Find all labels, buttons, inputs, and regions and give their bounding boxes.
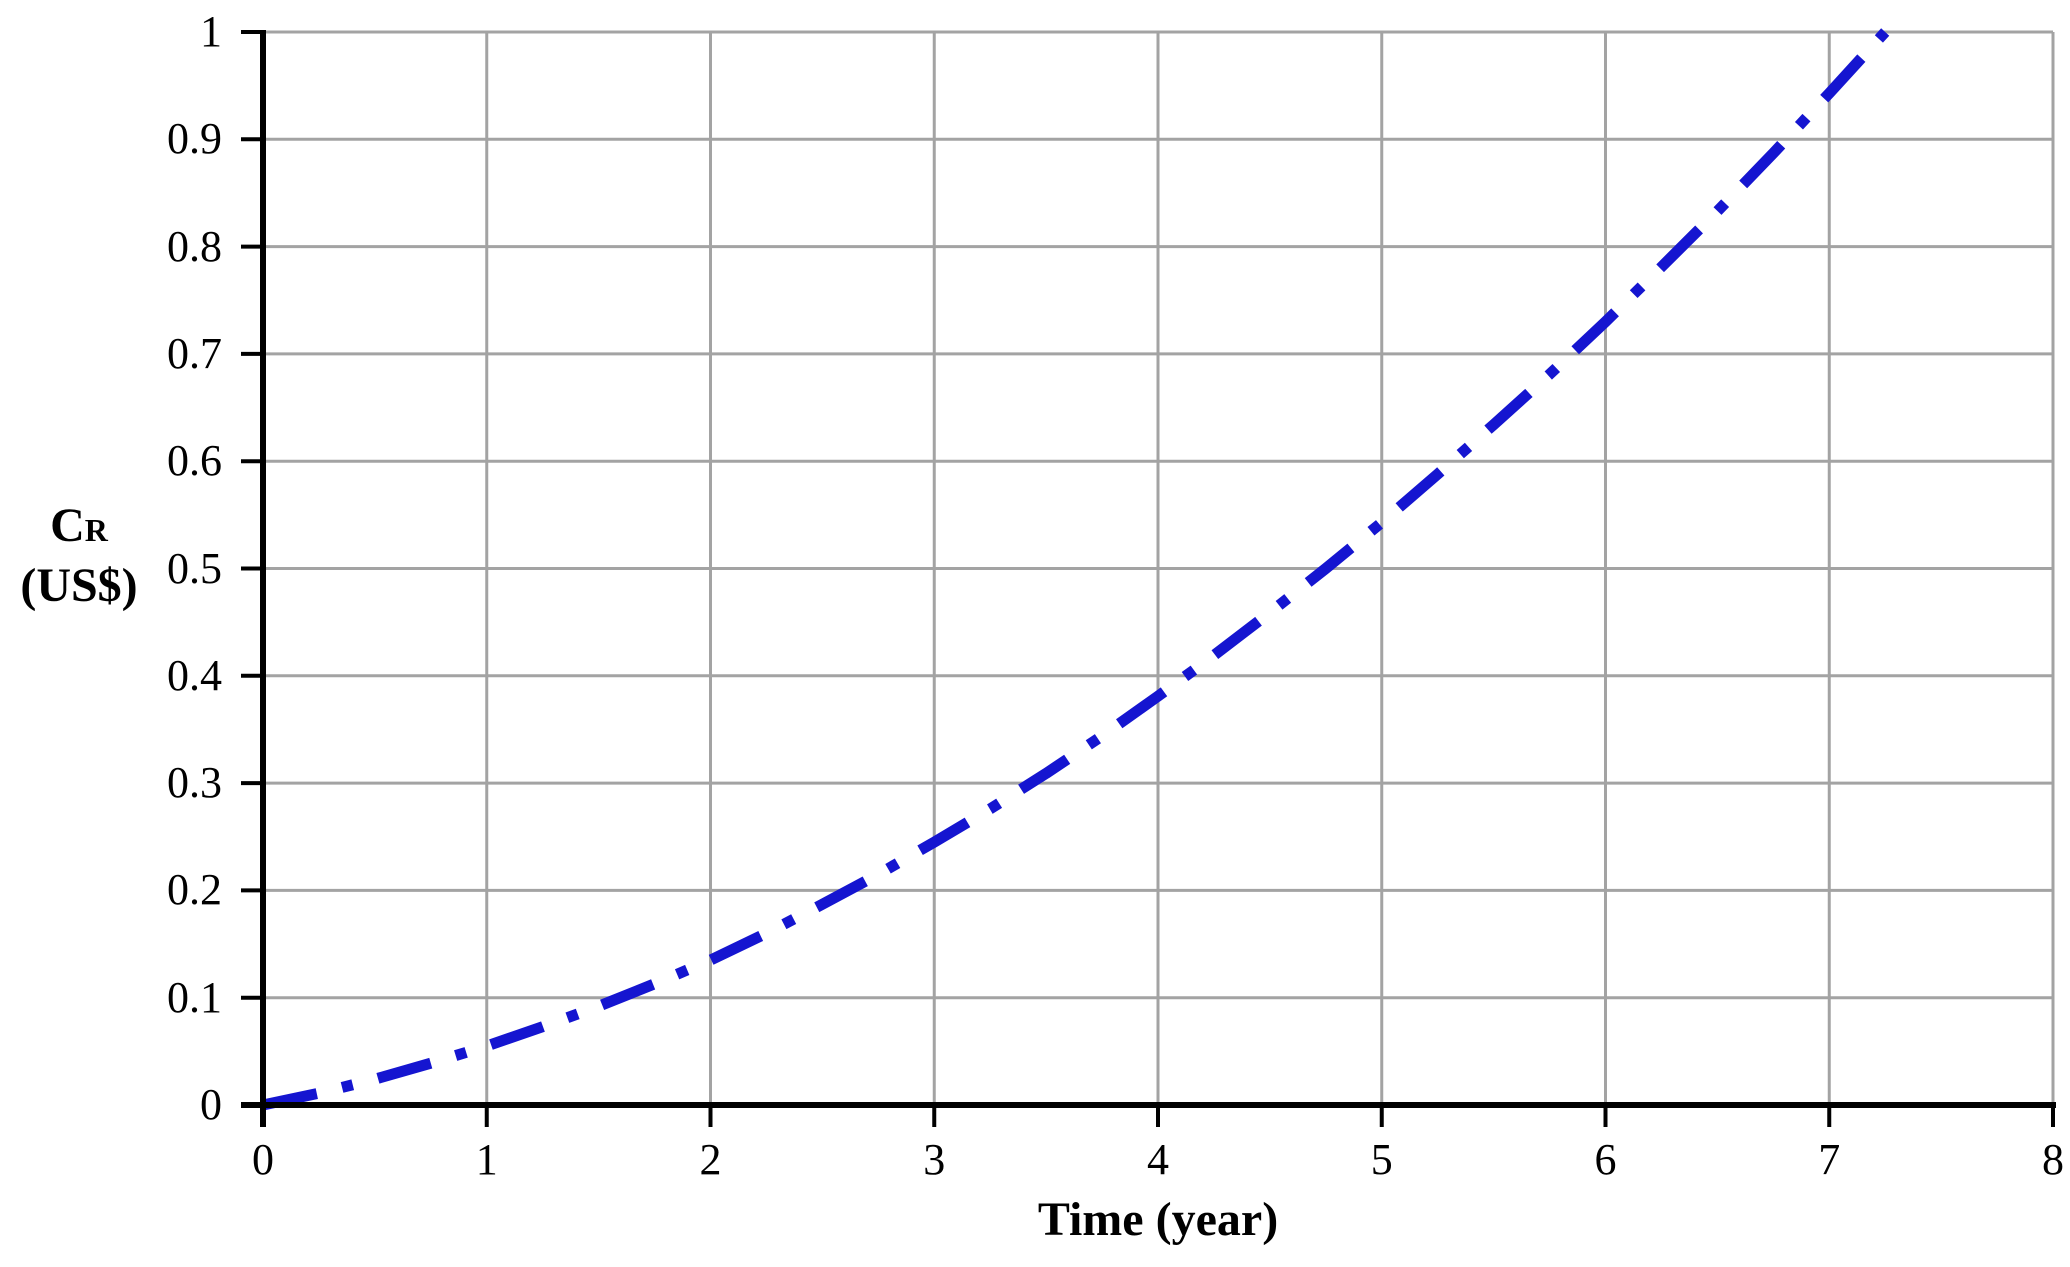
y-tick-label: 0.7	[167, 328, 222, 378]
y-axis-title: CR (US$)	[4, 496, 154, 616]
x-tick-label: 6	[1594, 1135, 1617, 1184]
cost-curve	[261, 28, 1890, 1111]
y-tick-label: 0.4	[167, 650, 222, 700]
y-axis-unit: (US$)	[20, 559, 138, 612]
gridlines	[263, 30, 2055, 1105]
x-tick-label: 5	[1370, 1135, 1393, 1184]
x-tick-label: 8	[2042, 1135, 2064, 1184]
x-tick-label: 1	[475, 1135, 498, 1184]
y-tick-label: 0.8	[167, 221, 222, 271]
x-tick-label: 4	[1147, 1135, 1169, 1184]
y-tick-label: 0.1	[167, 972, 222, 1022]
axes-and-ticks	[241, 30, 2056, 1127]
y-axis-symbol-subscript: R	[84, 512, 108, 548]
x-tick-label: 3	[923, 1135, 946, 1184]
y-tick-label: 0.3	[167, 758, 222, 808]
y-tick-label: 0.6	[167, 436, 222, 486]
y-axis-symbol: C	[50, 499, 85, 552]
x-tick-label: 7	[1818, 1135, 1841, 1184]
x-tick-label: 0	[252, 1135, 274, 1184]
y-axis-symbol-line: CR	[4, 496, 154, 556]
y-tick-label: 0.2	[167, 865, 222, 915]
y-tick-label: 1	[200, 7, 222, 56]
y-tick-label: 0.9	[167, 114, 222, 164]
y-tick-label: 0.5	[167, 543, 222, 593]
x-tick-label: 2	[699, 1135, 722, 1184]
y-tick-label: 0	[200, 1080, 222, 1129]
x-axis-title: Time (year)	[1037, 1193, 1279, 1246]
